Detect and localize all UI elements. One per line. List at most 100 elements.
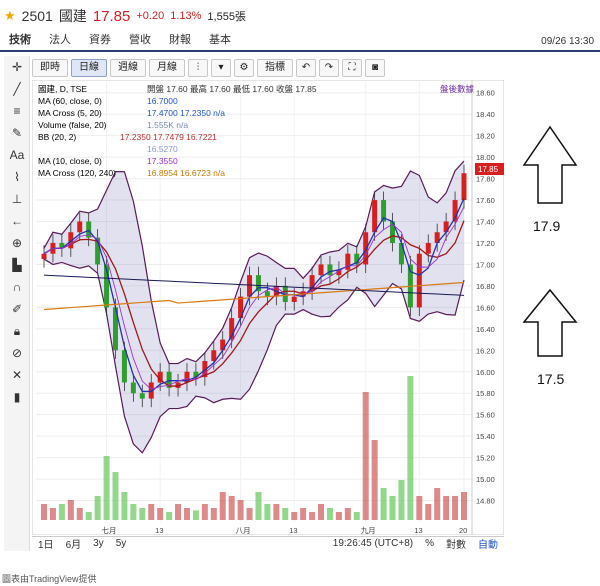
candle-body bbox=[59, 242, 65, 249]
y-tick-label: 16.00 bbox=[476, 368, 495, 377]
tab-revenue[interactable]: 營收 bbox=[129, 34, 151, 46]
tab-financials[interactable]: 財報 bbox=[169, 34, 191, 46]
last-price-marker bbox=[475, 163, 504, 175]
y-tick-label: 17.40 bbox=[476, 218, 495, 227]
camera-icon[interactable]: ◙ bbox=[365, 59, 385, 77]
candle-body bbox=[309, 275, 315, 292]
volume-bar bbox=[166, 512, 173, 520]
trash-icon[interactable]: ▮ bbox=[13, 390, 21, 404]
bollinger-upper bbox=[43, 160, 465, 365]
volume-bar bbox=[434, 488, 441, 520]
candle-body bbox=[175, 382, 181, 388]
after-hours-link[interactable]: 盤後數據 bbox=[440, 84, 475, 94]
up-arrow-icon bbox=[522, 288, 578, 357]
volume-bar bbox=[112, 472, 119, 520]
brush-icon[interactable]: ✎ bbox=[11, 126, 23, 140]
x-tick-label: 八月 bbox=[236, 526, 251, 535]
volume-bar bbox=[201, 504, 208, 520]
volume-bar bbox=[246, 508, 253, 520]
bollinger-fill bbox=[44, 161, 464, 453]
magnet-icon[interactable]: ∩ bbox=[12, 280, 22, 294]
range-6m[interactable]: 6月 bbox=[65, 540, 82, 551]
y-tick-label: 17.00 bbox=[476, 260, 495, 269]
volume-bar bbox=[461, 492, 467, 520]
undo-icon[interactable]: ↶ bbox=[296, 59, 316, 77]
candle-body bbox=[148, 382, 154, 399]
chevron-down-icon[interactable]: ▾ bbox=[211, 59, 231, 77]
pattern-icon[interactable]: ⌇ bbox=[14, 170, 20, 184]
y-tick-label: 18.40 bbox=[476, 110, 495, 119]
redo-icon[interactable]: ↷ bbox=[319, 59, 339, 77]
arrow-icon[interactable]: ← bbox=[11, 214, 23, 228]
tab-technical[interactable]: 技術 bbox=[0, 31, 40, 52]
volume-bar bbox=[228, 496, 235, 520]
price-axis: 18.60 18.40 18.20 18.00 17.80 17.60 17.40 17.20… bbox=[471, 80, 495, 535]
candle-body bbox=[95, 237, 101, 265]
fib-icon[interactable]: ⊥ bbox=[11, 192, 23, 206]
candle-body bbox=[104, 264, 110, 308]
realtime-button[interactable]: 即時 bbox=[32, 59, 68, 77]
tab-basic[interactable]: 基本 bbox=[209, 34, 231, 46]
tab-bar: 技術 法人 資券 營收 財報 基本 09/26 13:30 bbox=[0, 32, 600, 52]
trendline-icon[interactable]: ╱ bbox=[13, 82, 21, 96]
tab-margin[interactable]: 資券 bbox=[89, 34, 111, 46]
text-tool-icon[interactable]: Aa bbox=[9, 148, 25, 162]
legend-row-value: 16.8954 16.6723 n/a bbox=[147, 168, 225, 178]
favorite-star-icon[interactable]: ★ bbox=[4, 8, 16, 23]
y-tick-label: 17.80 bbox=[476, 175, 495, 184]
time-axis: 七月 13 八月 13 九月 13 20 bbox=[102, 526, 468, 535]
legend-row-value: 16.7000 bbox=[147, 96, 178, 106]
candle-body bbox=[255, 275, 261, 292]
measure-icon[interactable]: ▙ bbox=[12, 258, 22, 272]
y-tick-label: 15.00 bbox=[476, 475, 495, 484]
range-1d[interactable]: 1日 bbox=[38, 540, 54, 551]
monthly-button[interactable]: 月線 bbox=[149, 59, 185, 77]
legend-row-label: MA (10, close, 0) bbox=[38, 156, 102, 166]
zoom-icon[interactable]: ⊕ bbox=[11, 236, 23, 250]
volume-bar bbox=[121, 492, 128, 520]
stock-header: ★ 2501 國建 17.85 +0.20 1.13% 1,555張 bbox=[0, 0, 600, 32]
price-chart[interactable]: 18.60 18.40 18.20 18.00 17.80 17.60 17.40 17.20… bbox=[32, 80, 504, 535]
tab-institutional[interactable]: 法人 bbox=[49, 34, 71, 46]
bollinger-lower bbox=[43, 258, 465, 454]
lock-drawings-icon[interactable]: ✐ bbox=[11, 302, 23, 316]
volume-bar bbox=[452, 496, 459, 520]
percent-toggle[interactable]: % bbox=[425, 538, 434, 549]
volume-bar bbox=[362, 392, 369, 520]
candle-body bbox=[229, 318, 235, 340]
candle-body bbox=[202, 361, 208, 378]
legend-row-value: 17.4700 17.2350 n/a bbox=[147, 108, 225, 118]
crosshair-icon[interactable]: ✛ bbox=[11, 60, 23, 74]
candle-body bbox=[264, 291, 270, 297]
volume-bar bbox=[380, 488, 387, 520]
weekly-button[interactable]: 週線 bbox=[110, 59, 146, 77]
range-3y[interactable]: 3y bbox=[93, 538, 104, 549]
lock-icon[interactable]: 🔒︎ bbox=[13, 324, 21, 338]
volume-bar bbox=[219, 492, 226, 520]
legend-row-label: MA Cross (5, 20) bbox=[38, 108, 102, 118]
range-5y[interactable]: 5y bbox=[115, 538, 127, 549]
log-toggle[interactable]: 對數 bbox=[446, 540, 466, 551]
candle-body bbox=[372, 200, 378, 233]
lines-icon[interactable]: ≡ bbox=[13, 104, 21, 118]
candle-body bbox=[291, 296, 297, 302]
daily-button[interactable]: 日線 bbox=[71, 59, 107, 77]
volume-bar bbox=[309, 512, 316, 520]
candle-body bbox=[247, 275, 253, 297]
candle-type-icon[interactable]: ⫶ bbox=[188, 59, 208, 77]
annotation-lower: 17.5 bbox=[537, 371, 565, 387]
candle-body bbox=[220, 339, 226, 351]
hide-icon[interactable]: ⊘ bbox=[11, 346, 23, 360]
auto-toggle[interactable]: 自動 bbox=[478, 540, 498, 551]
moving-average-lines bbox=[43, 197, 465, 393]
legend-row-value: 17.3550 bbox=[147, 156, 178, 166]
volume-bar bbox=[148, 504, 155, 520]
y-tick-label: 16.40 bbox=[476, 325, 495, 334]
volume-bar bbox=[139, 508, 146, 520]
fullscreen-icon[interactable]: ⛶ bbox=[342, 59, 362, 77]
volume-bar bbox=[255, 492, 262, 520]
gear-icon[interactable]: ⚙ bbox=[234, 59, 254, 77]
remove-icon[interactable]: ✕ bbox=[11, 368, 23, 382]
chart-bottom-bar: 1日 6月 3y 5y 19:26:45 (UTC+8) % 對數 自動 bbox=[32, 536, 504, 551]
indicators-button[interactable]: 指標 bbox=[257, 59, 293, 77]
